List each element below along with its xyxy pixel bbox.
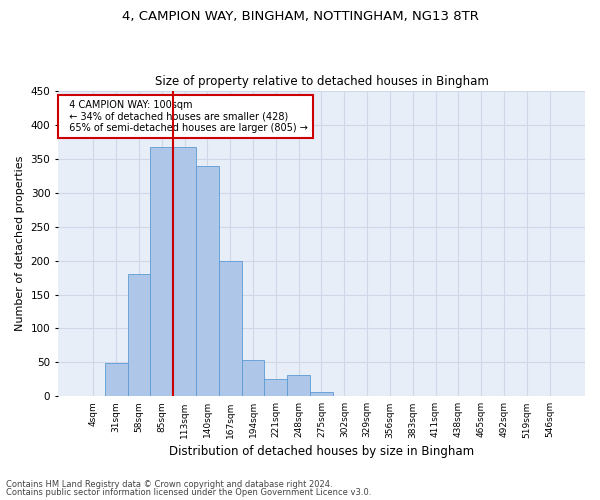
Bar: [242, 360, 265, 397]
Bar: [105, 363, 128, 396]
Bar: [151, 148, 173, 396]
Text: Contains public sector information licensed under the Open Government Licence v3: Contains public sector information licen…: [6, 488, 371, 497]
Bar: [173, 148, 196, 396]
X-axis label: Distribution of detached houses by size in Bingham: Distribution of detached houses by size …: [169, 444, 474, 458]
Y-axis label: Number of detached properties: Number of detached properties: [15, 156, 25, 332]
Text: 4 CAMPION WAY: 100sqm
  ← 34% of detached houses are smaller (428)
  65% of semi: 4 CAMPION WAY: 100sqm ← 34% of detached …: [63, 100, 308, 134]
Bar: [287, 376, 310, 396]
Title: Size of property relative to detached houses in Bingham: Size of property relative to detached ho…: [155, 76, 488, 88]
Text: 4, CAMPION WAY, BINGHAM, NOTTINGHAM, NG13 8TR: 4, CAMPION WAY, BINGHAM, NOTTINGHAM, NG1…: [122, 10, 478, 23]
Bar: [265, 380, 287, 396]
Bar: [128, 274, 151, 396]
Bar: [310, 392, 333, 396]
Text: Contains HM Land Registry data © Crown copyright and database right 2024.: Contains HM Land Registry data © Crown c…: [6, 480, 332, 489]
Bar: [196, 166, 219, 396]
Bar: [219, 260, 242, 396]
